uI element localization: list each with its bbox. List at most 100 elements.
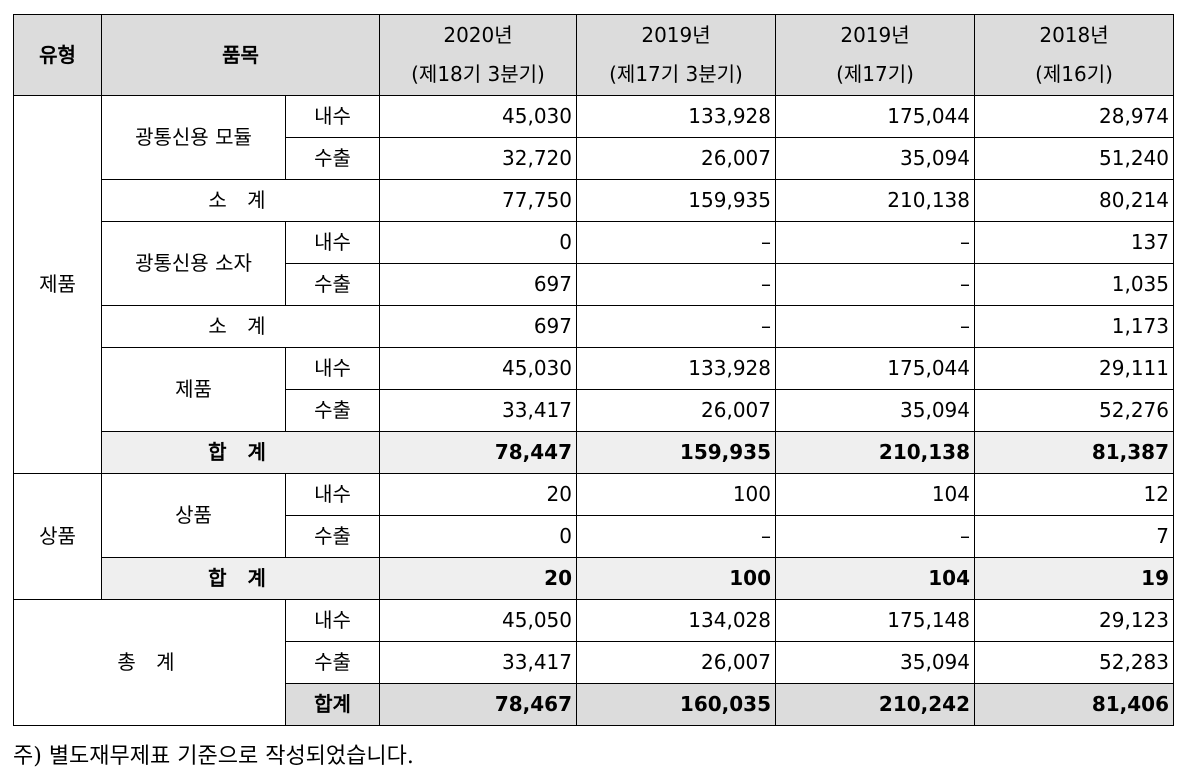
label-domestic: 내수 — [285, 95, 380, 138]
cell-value: – — [576, 515, 776, 558]
cell-value: 210,242 — [775, 683, 975, 726]
type-product: 제품 — [13, 95, 102, 474]
cell-value: 100 — [576, 557, 776, 600]
cell-value: 159,935 — [576, 179, 776, 222]
label-subtotal: 소 계 — [101, 179, 380, 222]
cell-value: 0 — [379, 221, 577, 264]
cell-value: 133,928 — [576, 347, 776, 390]
cell-value: 78,447 — [379, 431, 577, 474]
cell-value: 1,035 — [974, 263, 1174, 306]
cell-value: 52,283 — [974, 641, 1174, 684]
header-item: 품목 — [101, 14, 380, 96]
cell-value: 19 — [974, 557, 1174, 600]
cell-value: – — [775, 221, 975, 264]
cell-value: – — [775, 305, 975, 348]
label-export: 수출 — [285, 263, 380, 306]
label-export: 수출 — [285, 389, 380, 432]
cell-value: 697 — [379, 263, 577, 306]
item-element: 광통신용 소자 — [101, 221, 286, 306]
table-row: 수출 33,417 26,007 35,094 52,283 — [14, 641, 1174, 684]
item-module: 광통신용 모듈 — [101, 95, 286, 180]
cell-value: 29,111 — [974, 347, 1174, 390]
cell-value: 45,030 — [379, 95, 577, 138]
cell-value: 51,240 — [974, 137, 1174, 180]
cell-value: 81,406 — [974, 683, 1174, 726]
cell-value: – — [775, 263, 975, 306]
item-product-sum: 제품 — [101, 347, 286, 432]
cell-value: 20 — [379, 473, 577, 516]
sales-table: 유형 품목 2020년 (제18기 3분기) 2019년 (제17기 3분기) 20… — [13, 14, 1174, 726]
cell-value: 20 — [379, 557, 577, 600]
header-row: 유형 품목 2020년 (제18기 3분기) 2019년 (제17기 3분기) 20… — [13, 14, 1174, 96]
cell-value: 35,094 — [775, 641, 975, 684]
label-domestic: 내수 — [285, 599, 380, 642]
label-domestic: 내수 — [285, 473, 380, 516]
table-row: 총 계 내수 45,050 134,028 175,148 29,123 — [13, 599, 1174, 726]
cell-value: 35,094 — [775, 389, 975, 432]
label-export: 수출 — [285, 515, 380, 558]
cell-value: – — [576, 263, 776, 306]
total-row: 합 계 78,447 159,935 210,138 81,387 — [13, 431, 1174, 474]
header-period-4: 2018년 (제16기) — [974, 14, 1174, 96]
header-period-1: 2020년 (제18기 3분기) — [379, 14, 577, 96]
cell-value: 52,276 — [974, 389, 1174, 432]
cell-value: 81,387 — [974, 431, 1174, 474]
label-domestic: 내수 — [285, 221, 380, 264]
cell-value: – — [775, 515, 975, 558]
item-goods: 상품 — [101, 473, 286, 558]
cell-value: 29,123 — [974, 599, 1174, 642]
cell-value: 26,007 — [576, 137, 776, 180]
cell-value: 26,007 — [576, 641, 776, 684]
cell-value: 175,044 — [775, 347, 975, 390]
cell-value: 175,044 — [775, 95, 975, 138]
cell-value: 33,417 — [379, 641, 577, 684]
cell-value: 45,050 — [379, 599, 577, 642]
cell-value: 33,417 — [379, 389, 577, 432]
cell-value: 45,030 — [379, 347, 577, 390]
label-total: 합 계 — [101, 557, 380, 600]
cell-value: 104 — [775, 557, 975, 600]
cell-value: 210,138 — [775, 179, 975, 222]
cell-value: 80,214 — [974, 179, 1174, 222]
table-row: 제품 광통신용 모듈 내수 45,030 133,928 175,044 28,… — [13, 95, 1174, 474]
table-row: 상품 상품 내수 20 100 104 12 — [13, 473, 1174, 600]
cell-value: 134,028 — [576, 599, 776, 642]
cell-value: 12 — [974, 473, 1174, 516]
table-row: 소 계 697 – – 1,173 — [14, 305, 1174, 348]
cell-value: 160,035 — [576, 683, 776, 726]
table-row: 제품 내수 45,030 133,928 175,044 29,111 — [14, 347, 1174, 432]
label-total: 합 계 — [101, 431, 380, 474]
footnote: 주) 별도재무제표 기준으로 작성되었습니다. — [13, 744, 414, 769]
label-domestic: 내수 — [285, 347, 380, 390]
cell-value: 100 — [576, 473, 776, 516]
cell-value: – — [576, 221, 776, 264]
label-export: 수출 — [285, 641, 380, 684]
cell-value: 697 — [379, 305, 577, 348]
header-period-3: 2019년 (제17기) — [775, 14, 975, 96]
label-total-compact: 합계 — [285, 683, 380, 726]
cell-value: – — [576, 305, 776, 348]
cell-value: 32,720 — [379, 137, 577, 180]
cell-value: 7 — [974, 515, 1174, 558]
type-goods: 상품 — [13, 473, 102, 600]
cell-value: 159,935 — [576, 431, 776, 474]
label-export: 수출 — [285, 137, 380, 180]
cell-value: 175,148 — [775, 599, 975, 642]
cell-value: 78,467 — [379, 683, 577, 726]
cell-value: 1,173 — [974, 305, 1174, 348]
cell-value: 133,928 — [576, 95, 776, 138]
header-type: 유형 — [13, 14, 102, 96]
table-row: 소 계 77,750 159,935 210,138 80,214 — [14, 179, 1174, 222]
cell-value: 0 — [379, 515, 577, 558]
cell-value: 35,094 — [775, 137, 975, 180]
label-subtotal: 소 계 — [101, 305, 380, 348]
grand-total-label: 총 계 — [13, 599, 286, 726]
cell-value: 210,138 — [775, 431, 975, 474]
cell-value: 77,750 — [379, 179, 577, 222]
cell-value: 26,007 — [576, 389, 776, 432]
table-row: 광통신용 소자 내수 0 – – 137 — [14, 221, 1174, 306]
total-row: 합 계 20 100 104 19 — [13, 557, 1174, 600]
cell-value: 104 — [775, 473, 975, 516]
cell-value: 137 — [974, 221, 1174, 264]
cell-value: 28,974 — [974, 95, 1174, 138]
